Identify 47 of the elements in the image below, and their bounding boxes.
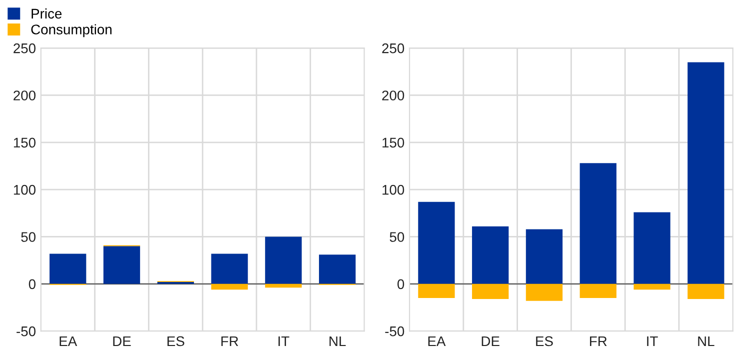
y-tick-label: 100 [382, 184, 404, 195]
bar [265, 236, 302, 284]
y-tick-label: 50 [21, 232, 36, 242]
y-tick-label: 0 [397, 279, 404, 290]
x-tick-label: IT [647, 336, 658, 346]
x-tick-label: ES [536, 336, 553, 346]
y-tick-label: 200 [382, 90, 404, 100]
y-tick-label: 150 [14, 138, 36, 148]
bar [472, 284, 509, 300]
legend-label: Consumption [31, 24, 112, 38]
y-tick-label: 0 [28, 279, 36, 290]
x-tick-label: ES [168, 336, 184, 346]
bar [526, 284, 563, 301]
x-tick-label: FR [221, 336, 238, 346]
y-tick-label: 250 [14, 43, 36, 54]
y-tick-label: 150 [382, 138, 404, 148]
bar [580, 284, 616, 298]
y-tick-label: 100 [14, 184, 36, 195]
bar [103, 246, 140, 284]
y-tick-label: 200 [14, 90, 36, 100]
x-tick-label: FR [590, 336, 607, 346]
y-tick-label: 50 [390, 232, 404, 242]
x-tick-label: IT [278, 336, 290, 346]
x-tick-label: NL [698, 336, 714, 346]
x-tick-label: NL [330, 336, 346, 346]
bar [688, 284, 724, 300]
bar [634, 284, 670, 290]
bar [211, 254, 248, 284]
bar [318, 254, 356, 284]
x-tick-label: DE [482, 336, 500, 346]
bar [265, 284, 302, 288]
y-tick-label: 250 [382, 43, 404, 54]
bar [526, 229, 563, 284]
bar [688, 62, 724, 284]
y-tick-label: -50 [16, 326, 36, 336]
bar [472, 226, 509, 284]
bar [50, 254, 86, 284]
bar [580, 163, 616, 284]
x-tick-label: EA [428, 336, 446, 346]
bar [211, 284, 248, 290]
x-tick-label: EA [60, 336, 78, 346]
x-tick-label: DE [113, 336, 131, 346]
legend-label: Price [32, 8, 62, 19]
y-tick-label: -50 [385, 326, 404, 336]
bar [634, 212, 670, 284]
bar [418, 202, 455, 284]
bar [418, 284, 455, 298]
